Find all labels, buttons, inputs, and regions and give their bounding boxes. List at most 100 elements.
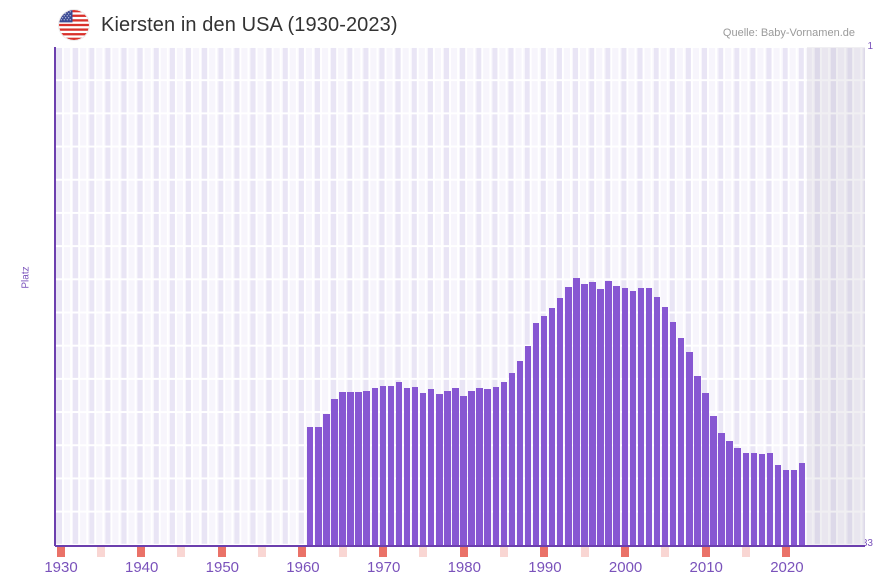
bar [678, 338, 685, 545]
x-axis-label-1930: 1930 [44, 559, 78, 576]
bar [500, 382, 508, 545]
y-axis-title: Platz [20, 266, 32, 289]
bar [492, 387, 499, 545]
bar [718, 433, 725, 545]
x-tick-major [379, 547, 388, 557]
x-tick-major [298, 547, 307, 557]
x-axis-tick-labels: 1930 1940 1950 1960 1970 1980 1990 2000 2010 2020 [44, 559, 865, 583]
bar [355, 392, 362, 545]
x-axis-tick-marks [55, 547, 865, 557]
x-axis-label-2000: 2000 [608, 559, 643, 576]
bar [315, 427, 322, 545]
bar [686, 352, 693, 545]
bar [347, 392, 354, 545]
x-axis-label-1950: 1950 [205, 559, 240, 576]
bar [710, 416, 717, 545]
bar [363, 391, 370, 545]
bar [589, 282, 596, 545]
plot-area [55, 47, 865, 545]
bar [436, 394, 443, 545]
bar [629, 291, 637, 545]
bar [621, 288, 628, 545]
bar [508, 373, 516, 545]
x-tick-major [782, 547, 791, 557]
source-credit: Quelle: Baby-Vornamen.de [722, 27, 855, 39]
bar [573, 278, 580, 545]
bar [798, 463, 806, 545]
x-axis-label-1960: 1960 [286, 559, 320, 576]
x-tick-major [540, 547, 549, 557]
bar [307, 427, 314, 545]
x-tick-minor [338, 547, 347, 557]
x-tick-minor [419, 547, 428, 557]
bar [605, 281, 612, 545]
bar [548, 308, 556, 545]
x-axis-label-1990: 1990 [528, 559, 562, 576]
x-axis-label-2020: 2020 [770, 559, 804, 576]
bar [444, 391, 451, 545]
x-axis-label-2010: 2010 [689, 559, 723, 576]
x-tick-major [701, 547, 710, 557]
bar [669, 322, 677, 545]
bar [540, 316, 548, 545]
x-tick-minor [580, 547, 589, 557]
x-tick-major [56, 547, 65, 557]
x-tick-minor [177, 547, 186, 557]
x-tick-major [137, 547, 146, 557]
bar [790, 470, 798, 545]
bar [419, 393, 427, 545]
bar [460, 396, 467, 545]
bar [661, 307, 669, 545]
x-axis-label-1940: 1940 [124, 559, 159, 576]
bar [427, 389, 435, 545]
bar [742, 453, 749, 545]
bar [645, 288, 653, 545]
x-axis-label-1980: 1980 [447, 559, 481, 576]
bar [774, 465, 782, 545]
greyed-future-zone [807, 47, 865, 545]
x-tick-minor [96, 547, 105, 557]
x-tick-major [459, 547, 468, 557]
bar [331, 399, 338, 545]
bar [395, 382, 403, 545]
bar [468, 391, 475, 545]
bar [734, 448, 741, 545]
y-axis-tick-top: 1 [867, 41, 873, 52]
bar [476, 388, 483, 545]
bar [403, 388, 411, 545]
y-axis-line [54, 47, 56, 546]
bar [524, 346, 532, 545]
x-tick-minor [258, 547, 267, 557]
x-axis-line [55, 545, 865, 547]
chart-header: Kiersten in den USA (1930-2023) Quelle: … [0, 0, 873, 47]
bar [637, 288, 645, 545]
x-tick-major [217, 547, 226, 557]
bar [484, 389, 491, 545]
bar [750, 453, 758, 545]
bar [516, 361, 524, 545]
x-tick-minor [661, 547, 670, 557]
bar [387, 386, 395, 545]
bar [653, 297, 661, 545]
bar [581, 284, 588, 545]
bar [371, 388, 378, 545]
bar [411, 387, 419, 545]
bar [565, 287, 572, 545]
x-axis-label-1970: 1970 [366, 559, 401, 576]
page-title: Kiersten in den USA (1930-2023) [101, 14, 398, 36]
bar [452, 388, 459, 545]
bar [726, 441, 733, 545]
us-flag-icon [59, 10, 89, 40]
x-tick-minor [500, 547, 509, 557]
x-tick-minor [742, 547, 751, 557]
bar [379, 386, 387, 545]
bar [758, 454, 766, 545]
bar [532, 323, 540, 545]
bar [702, 393, 709, 545]
bar [766, 453, 774, 545]
bar [557, 298, 564, 545]
bar [323, 414, 330, 545]
bar [694, 376, 701, 545]
bar [782, 470, 790, 545]
bar [597, 289, 604, 545]
